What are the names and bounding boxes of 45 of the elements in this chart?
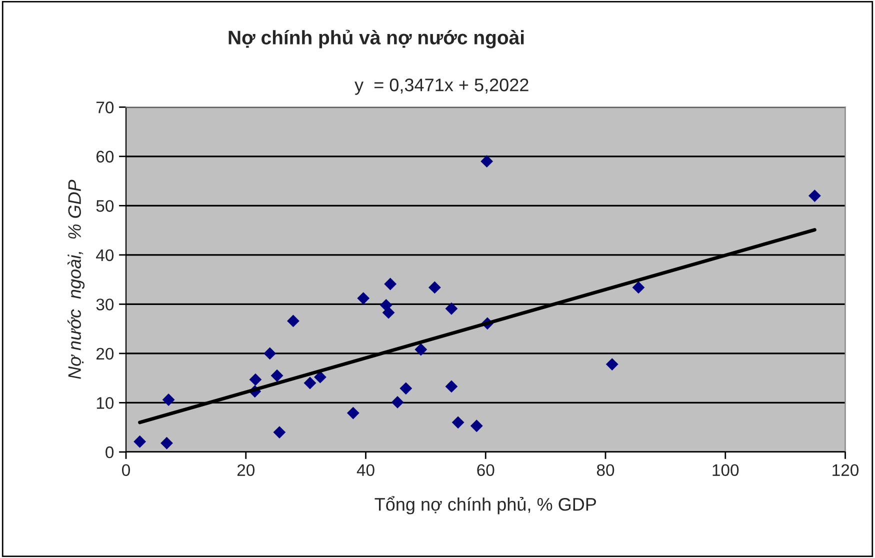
x-tick-label: 40 [356, 464, 374, 476]
y-tick-label: 60 [96, 150, 114, 163]
point [452, 416, 464, 429]
point [160, 436, 173, 450]
point [273, 426, 286, 438]
y-tick-label: 0 [106, 446, 114, 458]
point [384, 278, 397, 290]
point [287, 314, 300, 328]
x-tick-label: 120 [832, 464, 859, 476]
x-tick-label: 60 [477, 464, 494, 476]
y-tick-label: 20 [96, 348, 114, 360]
y-tick-label: 70 [96, 102, 114, 114]
chart-title: Nợ chính phủ và nợ nước ngoài [228, 30, 524, 48]
point [391, 396, 404, 408]
point [346, 406, 360, 420]
y-tick-label: 30 [96, 298, 114, 310]
point [382, 306, 395, 319]
point [606, 358, 618, 371]
point [470, 420, 483, 432]
y-tick-label: 40 [96, 249, 114, 262]
point [270, 369, 284, 382]
point [264, 347, 276, 360]
point [445, 380, 458, 393]
y-axis-title: Nợ nước ngoài, % GDP [68, 180, 85, 379]
x-tick-label: 0 [122, 464, 130, 476]
point [808, 190, 821, 202]
point [134, 435, 146, 448]
point [428, 281, 441, 294]
point [249, 373, 262, 386]
point [480, 155, 494, 168]
text: y = 0,3471x + 5,2022 [354, 78, 528, 95]
point [162, 394, 175, 406]
point [632, 281, 645, 294]
point [304, 376, 316, 390]
x-axis-title: Tổng nợ chính phủ, % GDP [374, 496, 596, 514]
point [400, 382, 412, 395]
point [445, 302, 458, 315]
x-tick-label: 100 [712, 464, 739, 476]
x-tick-label: 80 [596, 464, 614, 476]
point [414, 343, 428, 356]
y-tick-label: 10 [96, 397, 114, 409]
y-tick-label: 50 [96, 200, 114, 212]
point [314, 370, 326, 384]
x-tick-label: 20 [237, 464, 254, 476]
point [357, 292, 370, 304]
